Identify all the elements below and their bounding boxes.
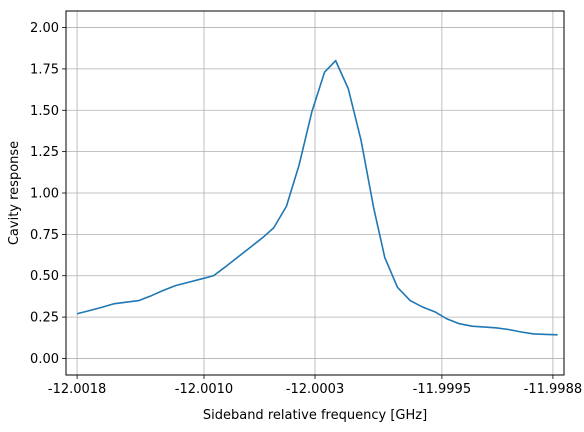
x-axis-label: Sideband relative frequency [GHz] [203, 408, 427, 423]
series-line [76, 59, 558, 336]
x-tick-label: -11.9995 [413, 382, 471, 397]
y-tick-label: 2.00 [30, 21, 59, 36]
grid [66, 11, 564, 375]
y-tick-label: 1.25 [30, 145, 59, 160]
y-tick-label: 0.00 [30, 352, 59, 367]
y-tick-label: 0.50 [30, 269, 59, 284]
x-tick-label: -12.0010 [175, 382, 233, 397]
x-tick-label: -12.0018 [48, 382, 106, 397]
x-axis-ticks: -12.0018 -12.0010 -12.0003 -11.9995 -11.9988 [48, 375, 582, 397]
y-axis-ticks: 0.00 0.25 0.50 0.75 1.00 1.25 1.50 1.75 2.00 [30, 21, 66, 367]
y-tick-label: 0.75 [30, 228, 59, 243]
y-tick-label: 1.75 [30, 62, 59, 77]
y-tick-label: 1.50 [30, 104, 59, 119]
y-tick-label: 0.25 [30, 311, 59, 326]
x-tick-label: -12.0003 [286, 382, 344, 397]
plot-series [76, 59, 558, 336]
y-tick-label: 1.00 [30, 187, 59, 202]
y-axis-label: Cavity response [7, 141, 22, 245]
x-tick-label: -11.9988 [524, 382, 582, 397]
